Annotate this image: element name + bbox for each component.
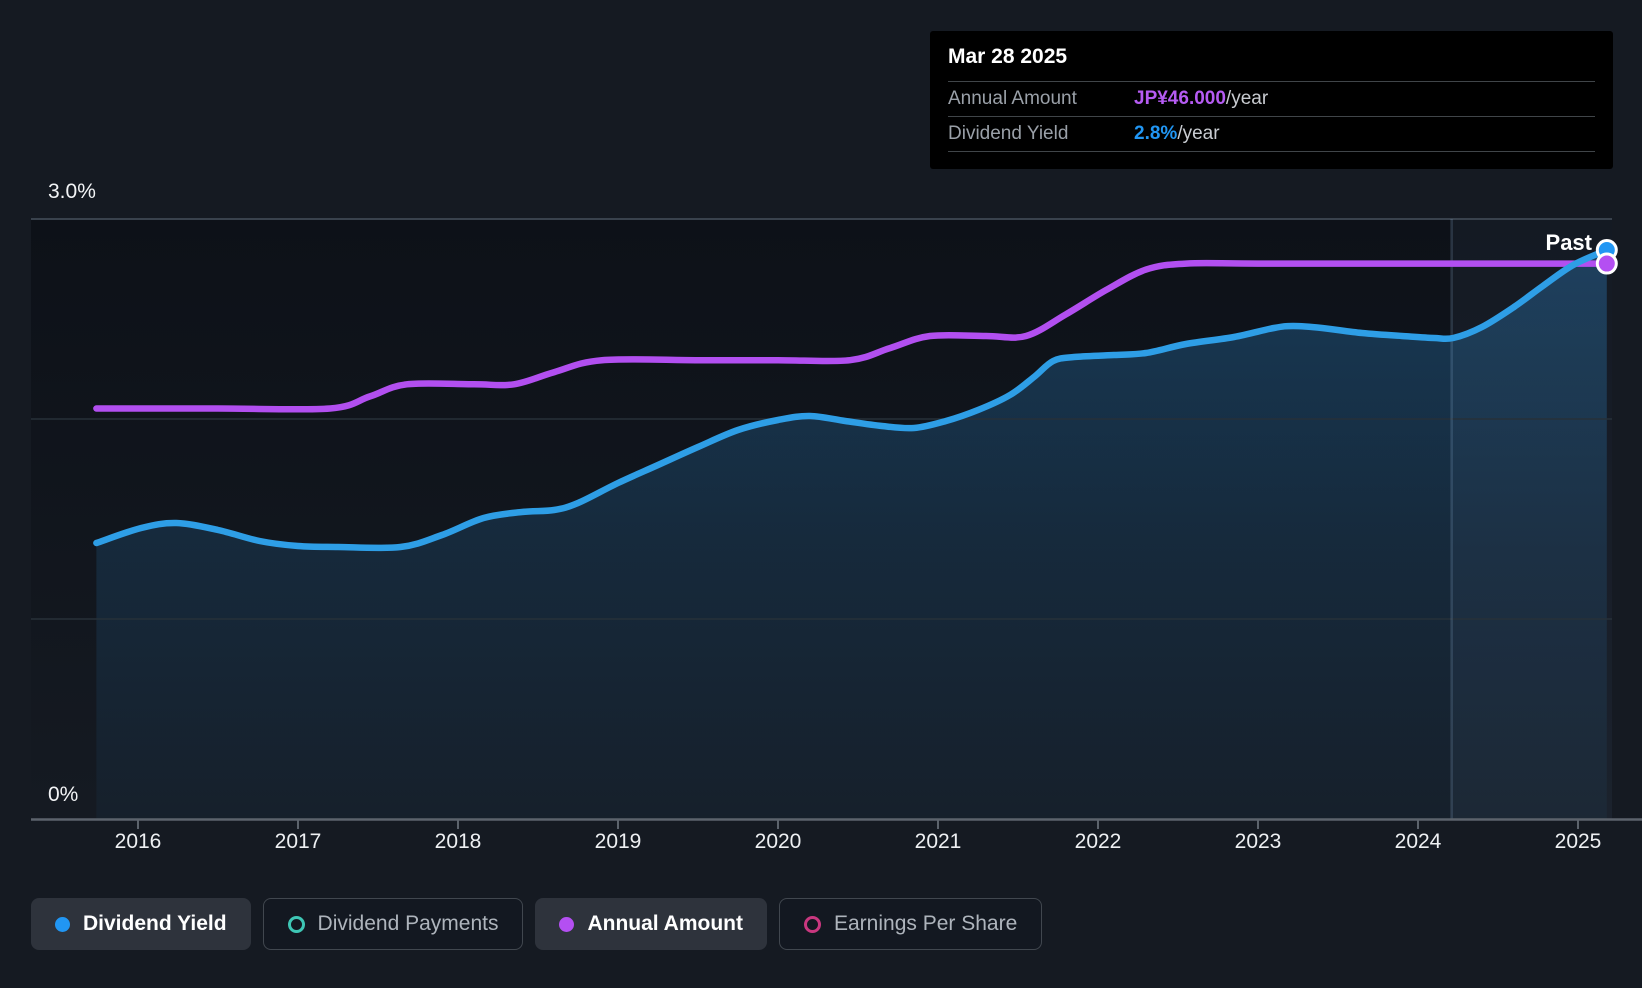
tooltip-date: Mar 28 2025: [948, 45, 1068, 68]
annual-amount-end-marker[interactable]: [1595, 252, 1618, 275]
legend-label: Earnings Per Share: [834, 912, 1018, 935]
past-label: Past: [1546, 230, 1593, 255]
x-tick-label: 2024: [1395, 830, 1442, 853]
tooltip-value-suffix: /year: [1177, 123, 1220, 144]
x-tick-label: 2023: [1235, 830, 1282, 853]
legend-label: Dividend Payments: [317, 912, 499, 935]
legend-toggle-earnings-per-share[interactable]: Earnings Per Share: [779, 898, 1043, 950]
x-tick-label: 2021: [915, 830, 962, 853]
x-tick-label: 2022: [1075, 830, 1122, 853]
x-tick-label: 2017: [275, 830, 322, 853]
tooltip-bottom-rule: [948, 151, 1595, 152]
chart-legend: Dividend Yield Dividend Payments Annual …: [31, 898, 1043, 950]
x-tick-label: 2018: [435, 830, 482, 853]
dividend-yield-line: [93, 246, 1611, 552]
tooltip-label: Annual Amount: [948, 88, 1077, 109]
x-axis: [31, 818, 1642, 829]
y-axis-labels: 3.0% 0%: [48, 180, 96, 806]
x-tick-label: 2019: [595, 830, 642, 853]
x-tick-label: 2020: [755, 830, 802, 853]
x-tick-label: 2025: [1555, 830, 1602, 853]
tooltip-value: 2.8%: [1134, 123, 1178, 144]
x-axis-labels: 2016 2017 2018 2019 2020 2021 2022 2023 …: [115, 830, 1602, 853]
legend-label: Dividend Yield: [83, 912, 227, 935]
x-tick-label: 2016: [115, 830, 162, 853]
legend-toggle-dividend-payments[interactable]: Dividend Payments: [262, 898, 524, 950]
chart-tooltip: Mar 28 2025 Annual Amount JP¥46.000/year…: [930, 31, 1613, 169]
dividend-yield-dot-icon: [55, 916, 70, 932]
y-tick-label-zero: 0%: [48, 783, 78, 806]
tooltip-row-dividend-yield: Dividend Yield 2.8%/year: [948, 116, 1595, 151]
tooltip-value: JP¥46.000: [1134, 88, 1226, 109]
tooltip-value-suffix: /year: [1225, 88, 1269, 109]
past-year-highlight-band: [1451, 219, 1612, 819]
legend-toggle-dividend-yield[interactable]: Dividend Yield: [31, 898, 251, 950]
tooltip-row-annual-amount: Annual Amount JP¥46.000/year: [948, 81, 1595, 116]
earnings-per-share-ring-icon: [804, 915, 821, 933]
dividend-payments-ring-icon: [287, 915, 305, 933]
legend-label: Annual Amount: [587, 912, 743, 935]
dividend-history-chart[interactable]: 2016 2017 2018 2019 2020 2021 2022 2023 …: [0, 0, 1642, 880]
tooltip-label: Dividend Yield: [948, 123, 1069, 144]
dividend-yield-area: [96, 250, 1607, 819]
annual-amount-dot-icon: [559, 916, 575, 932]
y-tick-label-top: 3.0%: [48, 180, 96, 203]
legend-toggle-annual-amount[interactable]: Annual Amount: [535, 898, 767, 950]
annual-amount-line: [93, 259, 1611, 413]
